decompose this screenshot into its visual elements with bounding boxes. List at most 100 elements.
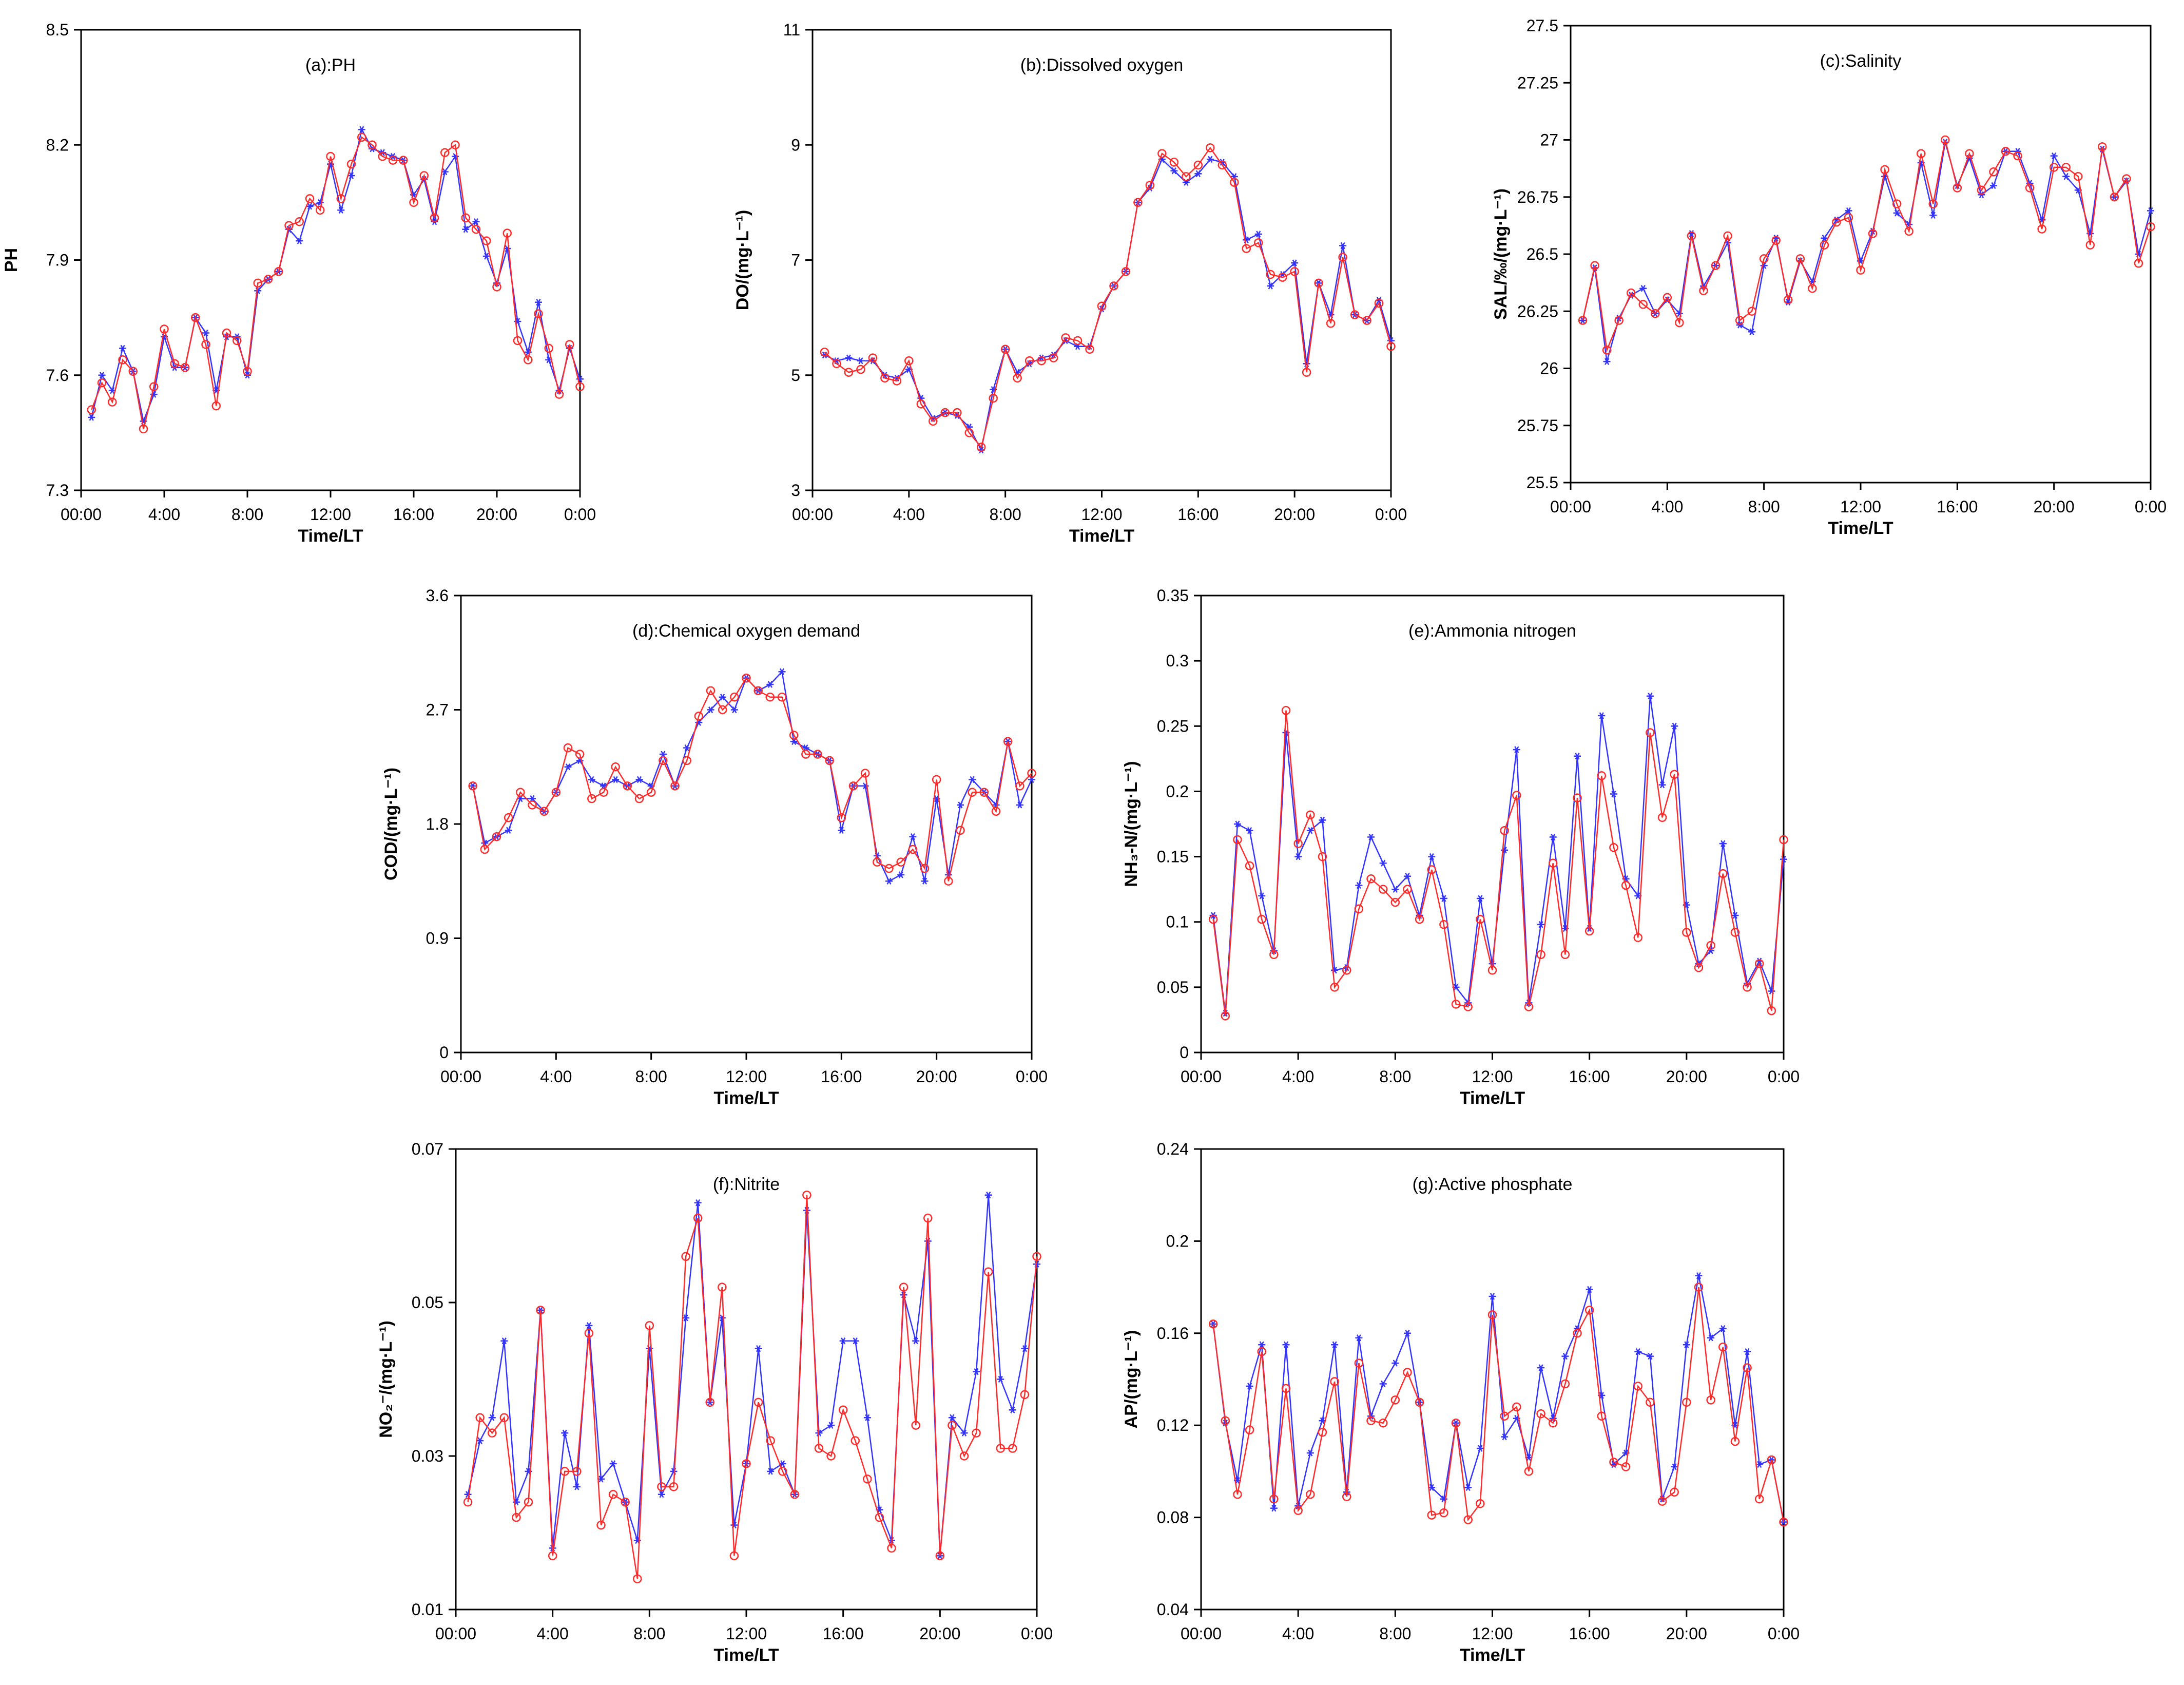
panel-chemical-oxygen-demand-y-tick-label: 1.8 <box>426 815 449 833</box>
panel-salinity-point-circle <box>2001 147 2011 156</box>
panel-chemical-oxygen-demand-y-tick-label: 2.7 <box>426 701 449 719</box>
panel-nitrite-point-star <box>561 1429 569 1437</box>
panel-chemical-oxygen-demand-point-circle <box>801 750 810 759</box>
panel-dissolved-oxygen-point-circle <box>1157 149 1167 158</box>
panel-nitrite-point-circle <box>669 1482 679 1491</box>
panel-chemical-oxygen-demand-point-circle <box>718 705 727 715</box>
panel-active-phosphate-point-circle <box>1682 1397 1691 1407</box>
panel-nitrite-point-circle <box>512 1512 521 1522</box>
panel-active-phosphate-point-circle <box>1500 1411 1509 1421</box>
panel-chemical-oxygen-demand-x-axis-label: Time/LT <box>713 1088 779 1108</box>
panel-ammonia-nitrogen-point-circle <box>1427 865 1437 874</box>
panel-dissolved-oxygen-y-axis-label: DO/(mg·L⁻¹) <box>733 210 752 310</box>
panel-active-phosphate-x-axis-label: Time/LT <box>1460 1645 1525 1665</box>
panel-ph-point-star <box>472 218 480 225</box>
panel-nitrite: (f):Nitrite Time/LT NO₂⁻/(mg·L⁻¹) 0.01 0.… <box>376 1140 1053 1665</box>
panel-salinity-point-circle <box>1675 318 1684 328</box>
panel-nitrite-point-star <box>912 1337 920 1345</box>
panel-chemical-oxygen-demand-point-circle <box>682 756 691 765</box>
panel-ph-point-circle <box>160 324 169 334</box>
panel-chemical-oxygen-demand-point-circle <box>599 788 608 797</box>
panel-chemical-oxygen-demand-point-star <box>635 776 643 783</box>
panel-salinity-point-star <box>2014 148 2022 155</box>
panel-nitrite-point-circle <box>681 1252 690 1261</box>
panel-ammonia-nitrogen-y-tick-label: 0.3 <box>1166 652 1189 670</box>
panel-nitrite-point-circle <box>911 1421 920 1430</box>
panel-dissolved-oxygen-point-circle <box>1290 267 1299 276</box>
panel-dissolved-oxygen-x-axis-label: Time/LT <box>1069 526 1134 546</box>
panel-salinity-point-circle <box>1880 165 1889 175</box>
panel-chemical-oxygen-demand-point-circle <box>623 781 632 791</box>
panel-ammonia-nitrogen-point-circle <box>1512 791 1521 800</box>
panel-chemical-oxygen-demand: (d):Chemical oxygen demand Time/LT COD/(… <box>381 586 1048 1108</box>
panel-chemical-oxygen-demand-point-star <box>612 776 620 783</box>
panel-salinity-x-tick-label: 0:00 <box>2135 497 2167 516</box>
panel-active-phosphate-point-star <box>1755 1461 1763 1468</box>
panel-chemical-oxygen-demand-point-circle <box>730 693 739 702</box>
panel-salinity-point-circle <box>1699 286 1708 295</box>
panel-ammonia-nitrogen-point-circle <box>1730 928 1740 937</box>
panel-dissolved-oxygen-point-circle <box>844 368 854 377</box>
panel-ammonia-nitrogen-x-tick-label: 16:00 <box>1569 1067 1610 1086</box>
panel-active-phosphate-point-star <box>1403 1330 1411 1337</box>
panel-dissolved-oxygen-y-tick-label: 5 <box>791 366 800 385</box>
panel-dissolved-oxygen-point-circle <box>1217 160 1227 170</box>
panel-ph-point-circle <box>388 156 398 165</box>
panel-active-phosphate-point-circle <box>1451 1418 1461 1428</box>
panel-ph-point-star <box>296 237 303 244</box>
panel-dissolved-oxygen-point-circle <box>1109 281 1118 291</box>
panel-ammonia-nitrogen-point-star <box>1513 746 1520 753</box>
panel-chemical-oxygen-demand-series-line-star <box>472 670 1033 883</box>
panel-active-phosphate-point-circle <box>1548 1418 1558 1428</box>
panel-ph-point-star <box>347 172 355 179</box>
panel-salinity-point-circle <box>2146 222 2155 232</box>
panel-dissolved-oxygen-point-circle <box>1061 333 1070 342</box>
panel-ph-point-circle <box>222 328 231 338</box>
panel-ph-point-circle <box>492 282 501 292</box>
panel-ph-point-circle <box>263 275 273 284</box>
panel-ammonia-nitrogen-point-circle <box>1269 950 1279 960</box>
panel-chemical-oxygen-demand-point-circle <box>670 781 680 791</box>
panel-ph-point-star <box>535 299 542 306</box>
panel-nitrite-point-star <box>500 1337 508 1345</box>
panel-nitrite-point-circle <box>596 1520 606 1530</box>
panel-ph-x-tick-label: 0:00 <box>564 505 596 524</box>
panel-nitrite-point-star <box>1021 1345 1029 1352</box>
panel-ph-point-circle <box>554 390 564 399</box>
panel-dissolved-oxygen-point-star <box>1267 282 1274 290</box>
panel-active-phosphate-point-circle <box>1609 1458 1618 1467</box>
panel-chemical-oxygen-demand-point-circle <box>968 788 977 797</box>
panel-ph-point-circle <box>87 405 96 414</box>
panel-salinity-point-star <box>2062 173 2070 180</box>
panel-active-phosphate-point-circle <box>1536 1409 1545 1419</box>
panel-chemical-oxygen-demand-y-tick-label: 0.9 <box>426 929 449 948</box>
panel-salinity-point-circle <box>2110 193 2119 202</box>
panel-nitrite-point-circle <box>766 1436 775 1445</box>
panel-ammonia-nitrogen-point-star <box>1719 840 1727 847</box>
panel-salinity-point-star <box>1579 317 1587 324</box>
panel-dissolved-oxygen-point-circle <box>1278 273 1287 282</box>
panel-ph-point-star <box>358 126 365 133</box>
panel-nitrite-point-star <box>585 1322 593 1329</box>
panel-active-phosphate-point-star <box>1671 1463 1678 1470</box>
panel-active-phosphate-point-circle <box>1670 1487 1679 1497</box>
panel-chemical-oxygen-demand-point-circle <box>896 857 905 867</box>
panel-salinity-point-star <box>1748 328 1756 335</box>
panel-salinity-series-line-circle <box>1582 140 2152 353</box>
panel-dissolved-oxygen-point-circle <box>832 359 841 369</box>
panel-salinity-point-circle <box>2074 171 2083 181</box>
panel-nitrite-point-circle <box>742 1459 751 1468</box>
panel-ammonia-nitrogen-point-circle <box>1330 983 1339 992</box>
panel-salinity-point-circle <box>1953 183 1962 193</box>
panel-ammonia-nitrogen-point-circle <box>1342 966 1351 975</box>
panel-salinity-point-circle <box>1795 254 1805 263</box>
panel-ammonia-nitrogen-y-tick-label: 0.35 <box>1157 586 1189 605</box>
panel-nitrite-y-tick-label: 0.07 <box>412 1140 443 1158</box>
panel-ph-point-star <box>462 226 470 233</box>
panel-nitrite-point-circle <box>887 1543 896 1553</box>
panel-active-phosphate-point-circle <box>1476 1499 1485 1508</box>
panel-active-phosphate-point-circle <box>1633 1382 1642 1391</box>
panel-ph-point-star <box>306 203 314 210</box>
panel-active-phosphate-point-circle <box>1330 1377 1339 1386</box>
panel-nitrite-point-star <box>767 1468 775 1475</box>
